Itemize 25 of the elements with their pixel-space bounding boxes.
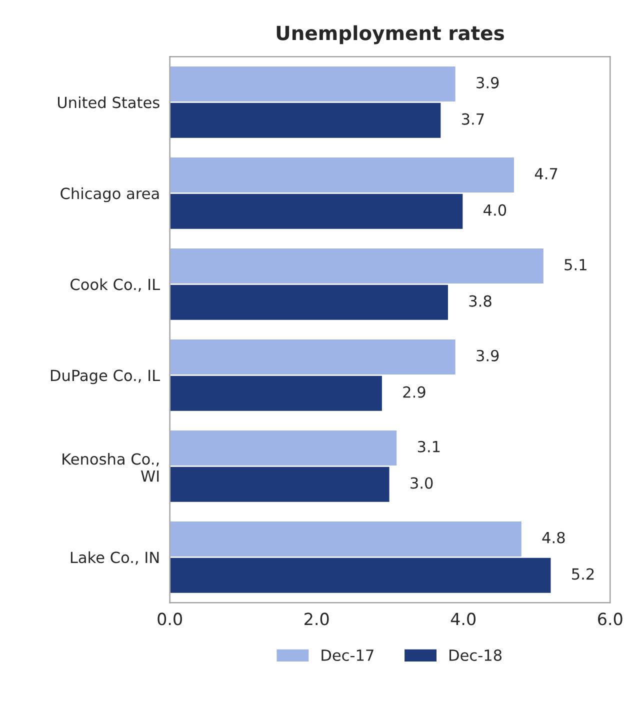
legend-label: Dec-17 bbox=[322, 650, 374, 661]
x-tick-label: 4.0 bbox=[450, 612, 476, 626]
data-label: 4.8 bbox=[542, 532, 565, 544]
y-tick-label: Chicago area bbox=[60, 187, 159, 202]
data-label: 3.9 bbox=[476, 76, 499, 88]
legend-label: Dec-18 bbox=[450, 649, 502, 661]
y-tick-label: United States bbox=[58, 96, 160, 108]
y-tick-label: Lake Co., IN bbox=[70, 551, 159, 565]
data-label: 3.8 bbox=[469, 295, 492, 307]
data-label: 4.0 bbox=[484, 204, 506, 216]
x-tick-label: 6.0 bbox=[598, 612, 622, 626]
data-label: 5.1 bbox=[564, 259, 586, 270]
x-tick-label: 2.0 bbox=[304, 612, 329, 626]
data-label: 3.0 bbox=[410, 477, 433, 489]
data-label: 2.9 bbox=[403, 386, 426, 398]
data-label: 3.1 bbox=[418, 440, 440, 452]
data-label: 5.2 bbox=[572, 568, 594, 580]
data-label: 4.7 bbox=[534, 168, 558, 180]
y-tick-label: Kenosha Co., WI bbox=[62, 452, 159, 482]
data-label: 3.9 bbox=[476, 350, 499, 362]
y-tick-label: Cook Co., IL bbox=[70, 278, 160, 292]
x-tick-label: 0.0 bbox=[158, 612, 182, 626]
data-label: 3.7 bbox=[462, 113, 484, 125]
chart-title: Unemployment rates bbox=[276, 25, 504, 44]
y-tick-label: DuPage Co., IL bbox=[50, 370, 160, 384]
